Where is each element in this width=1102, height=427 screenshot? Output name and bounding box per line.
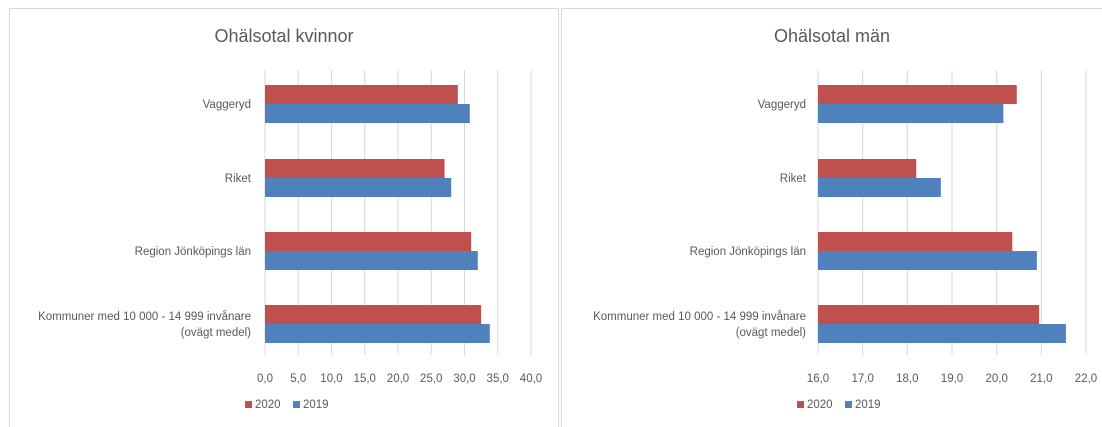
x-tick-label: 0,0 [257,373,273,385]
category-label: Kommuner med 10 000 - 14 999 invånare [38,311,251,323]
bar-2020 [265,232,472,251]
bar-2020 [265,305,482,324]
category-label: Vaggeryd [203,99,251,111]
x-tick-label: 5,0 [290,373,306,385]
bar-2019 [265,251,478,270]
legend-swatch-2020 [245,401,252,408]
x-tick-label: 15,0 [354,373,376,385]
x-tick-label: 20,0 [387,373,409,385]
x-tick-label: 10,0 [320,373,342,385]
x-tick-label: 35,0 [487,373,509,385]
chart-frame-men [561,8,1102,427]
x-tick-label: 40,0 [520,373,542,385]
bar-2020 [265,85,458,104]
chart-frame-women [9,8,559,427]
bar-2019 [265,324,490,343]
chart-title: Ohälsotal kvinnor [214,26,353,46]
legend-label-2019: 2019 [303,399,329,411]
x-tick-label: 25,0 [420,373,442,385]
legend-swatch-2019 [293,401,300,408]
category-label: Region Jönköpings län [135,246,251,258]
legend-label-2020: 2020 [255,399,281,411]
category-label: Riket [225,173,252,185]
x-tick-label: 30,0 [453,373,475,385]
category-label: (ovägt medel) [181,327,251,339]
bar-2019 [265,104,470,123]
bar-2020 [265,159,445,178]
bar-2019 [265,178,452,197]
